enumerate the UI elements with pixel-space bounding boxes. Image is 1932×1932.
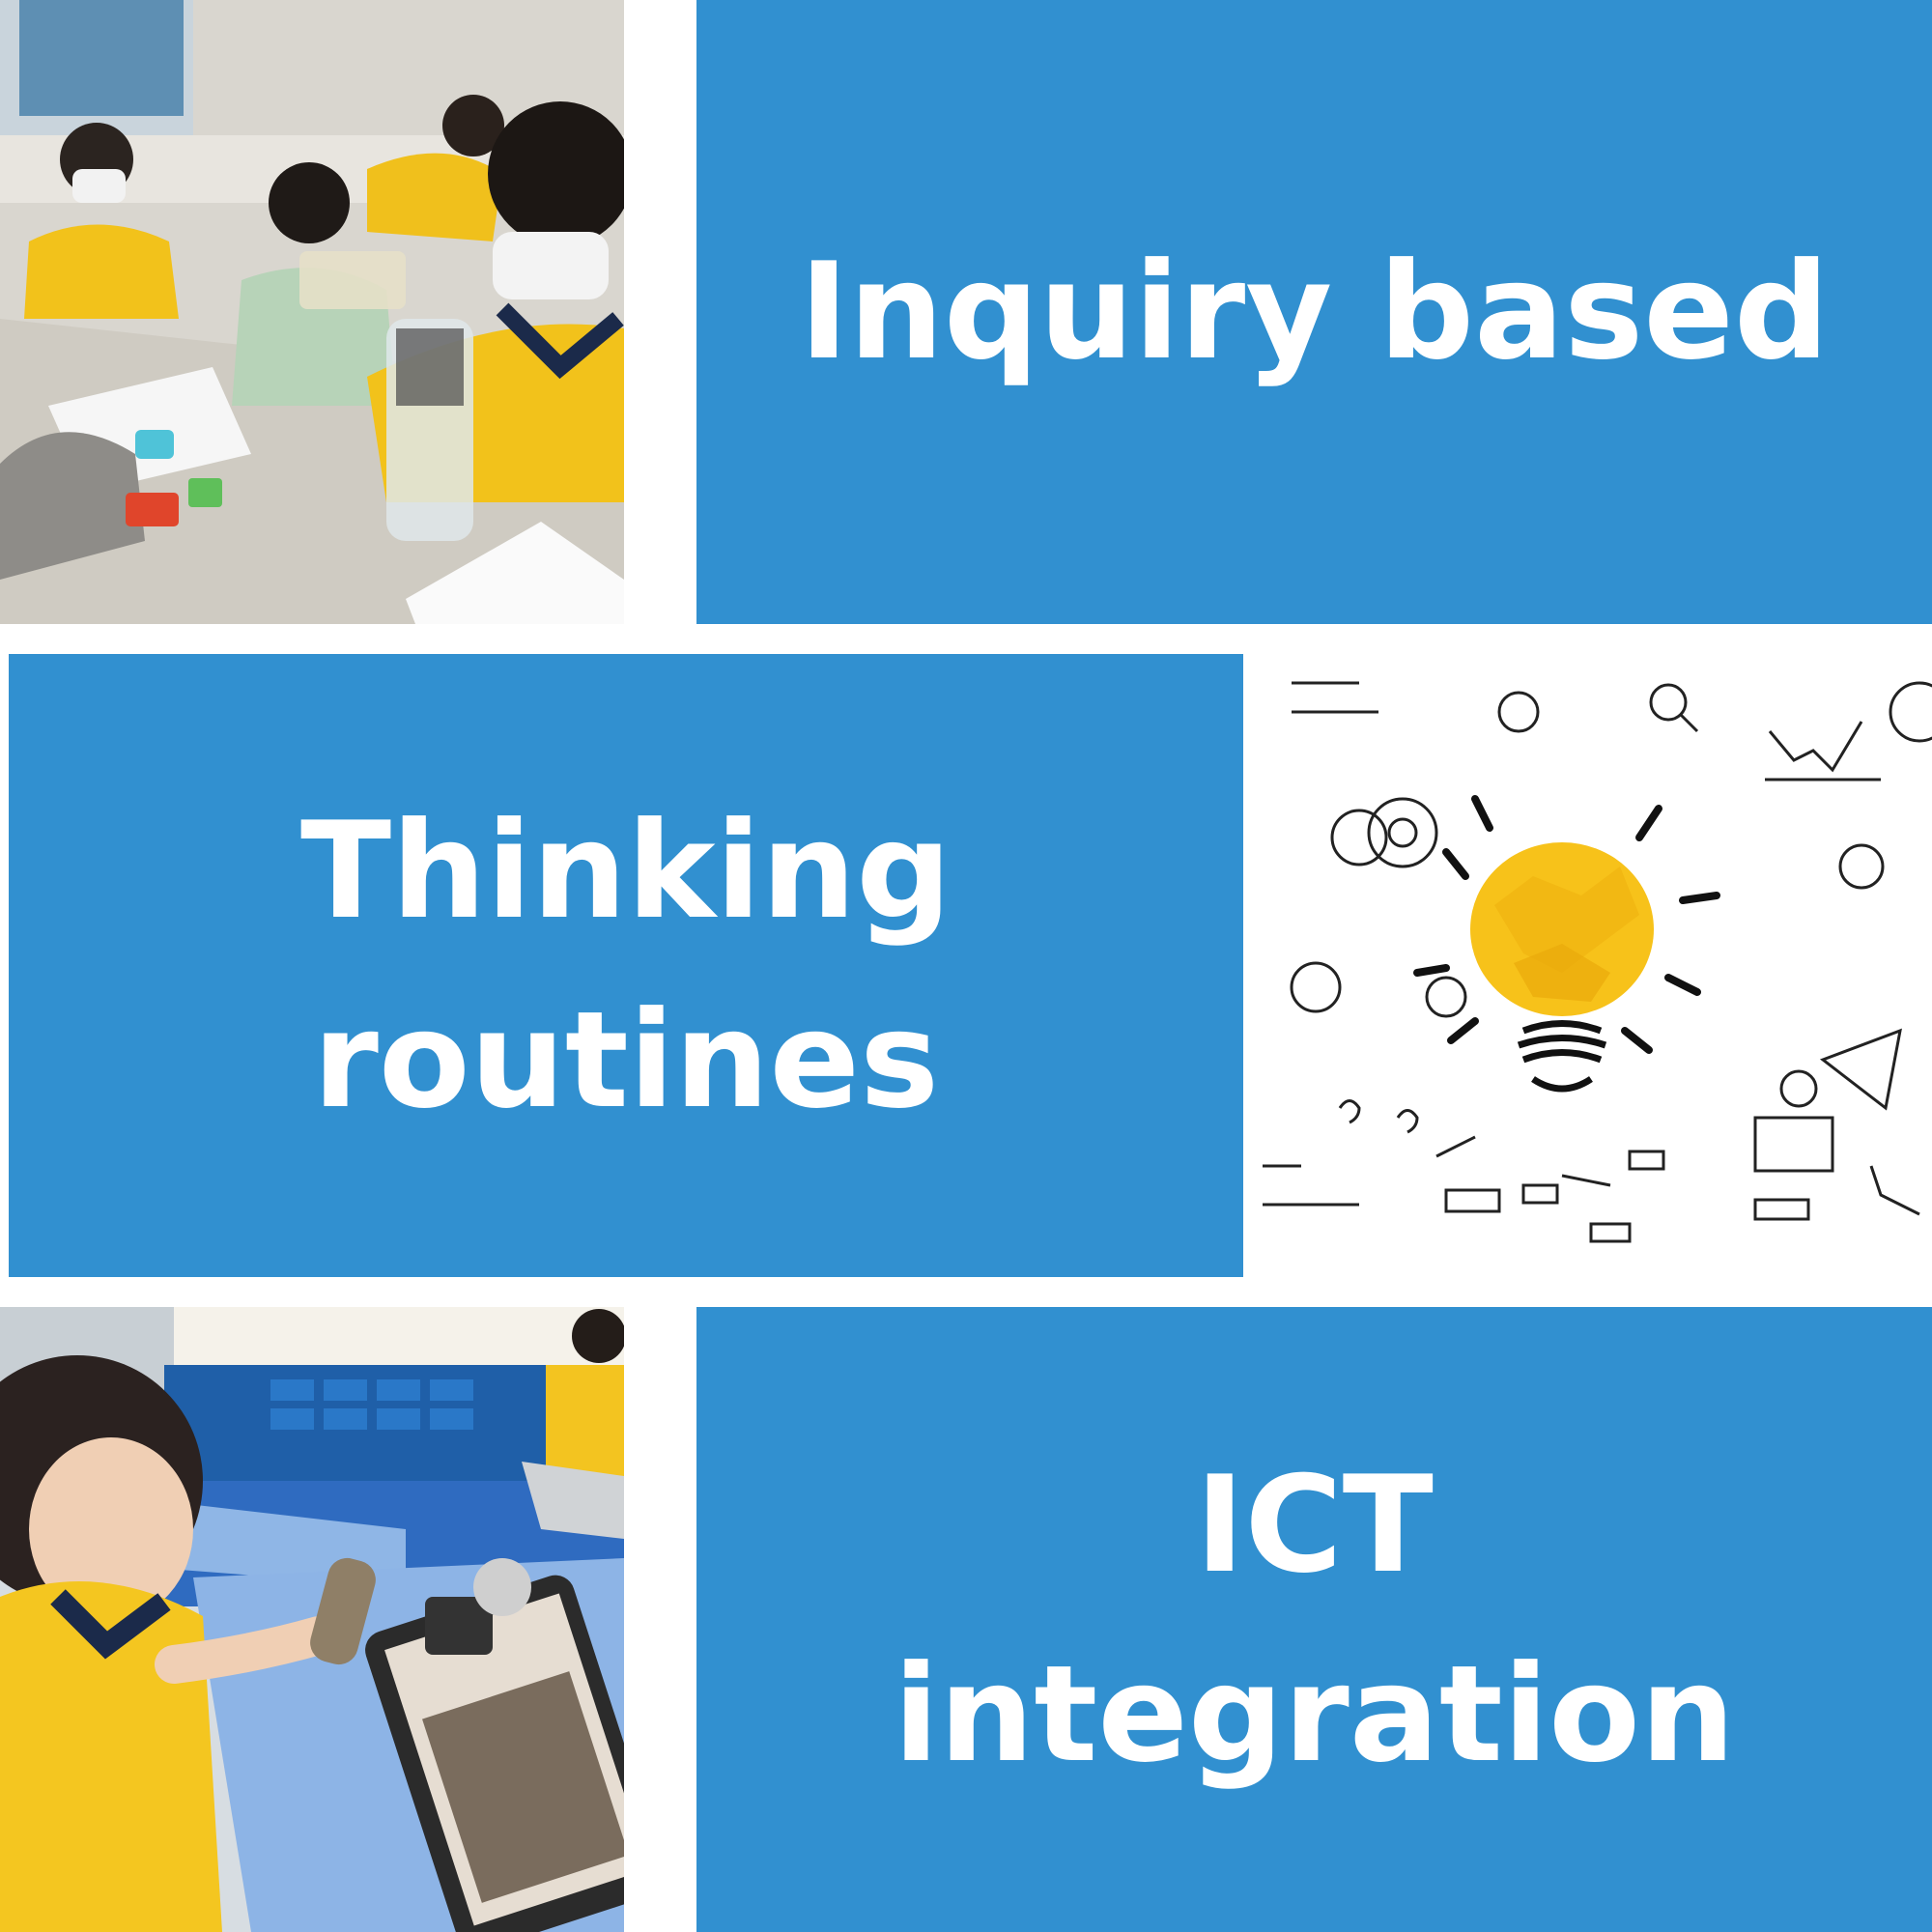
- thinking-routines-line-2: routines: [312, 981, 940, 1138]
- thinking-routines-label: Thinking routines: [300, 777, 952, 1155]
- ict-integration-line-2: integration: [893, 1635, 1736, 1792]
- ict-integration-line-1: ICT: [1195, 1446, 1434, 1603]
- inquiry-based-label: Inquiry based: [799, 234, 1830, 390]
- ict-integration-label: ICT integration: [894, 1431, 1735, 1809]
- student-tablet-photo: [0, 1307, 624, 1932]
- thinking-routines-line-1: Thinking: [299, 792, 952, 949]
- classroom-experiment-photo: [0, 0, 624, 624]
- ict-integration-panel: ICT integration: [696, 1307, 1932, 1932]
- inquiry-based-panel: Inquiry based: [696, 0, 1932, 624]
- lightbulb-doodle-image: [1243, 654, 1932, 1277]
- thinking-routines-panel: Thinking routines: [9, 654, 1243, 1277]
